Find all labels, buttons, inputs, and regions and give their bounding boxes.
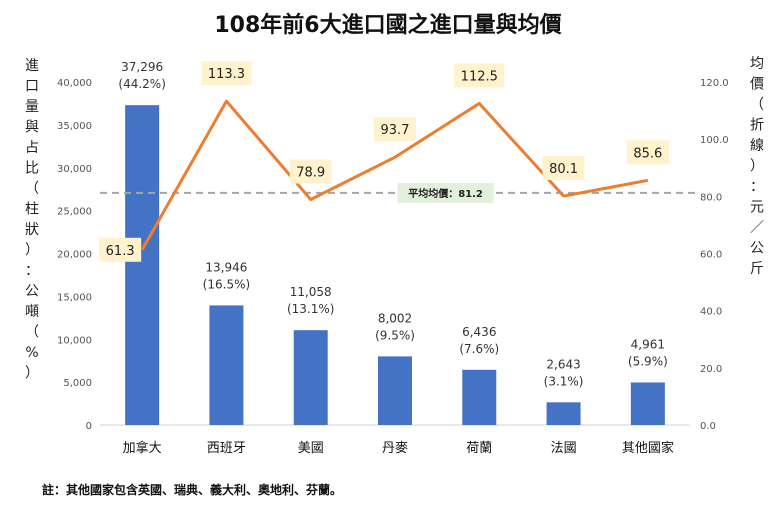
left-tick-label: 10,000 <box>57 335 92 346</box>
bar-value-label: 11,058 <box>290 285 332 299</box>
left-tick-label: 30,000 <box>57 164 92 175</box>
average-line-layer: 平均均價：81.2 <box>100 182 698 203</box>
left-tick-label: 20,000 <box>57 250 92 261</box>
left-tick-label: 15,000 <box>57 292 92 303</box>
category-label: 丹麥 <box>382 440 408 456</box>
bars-layer <box>125 105 665 425</box>
price-label-box <box>201 61 252 86</box>
right-tick-label: 40.0 <box>700 307 722 318</box>
left-tick-label: 5,000 <box>63 378 92 389</box>
right-axis-title: 均價（折線）：元／公斤 <box>750 56 764 277</box>
left-tick-label: 35,000 <box>57 121 92 132</box>
right-tick-label: 60.0 <box>700 250 722 261</box>
bar-share-label: (16.5%) <box>203 277 250 291</box>
price-line <box>140 99 649 251</box>
price-label-box <box>289 159 332 184</box>
footnote: 註：其他國家包含英國、瑞典、義大利、奧地利、芬蘭。 <box>42 482 342 497</box>
right-tick-label: 20.0 <box>700 364 722 375</box>
left-tick-label: 0 <box>86 421 92 432</box>
category-label: 荷蘭 <box>466 440 492 456</box>
bar-value-label: 6,436 <box>462 325 496 339</box>
left-axis-ticks: 0 5,000 10,000 15,000 20,000 25,000 30,000 35,0… <box>57 78 92 432</box>
price-label: 78.9 <box>296 165 325 180</box>
bar-share-label: (7.6%) <box>459 342 499 356</box>
right-axis-ticks: 0.0 20.0 40.0 60.0 80.0 100.0 120.0 <box>700 78 729 432</box>
price-label: 113.3 <box>208 67 245 82</box>
price-label: 80.1 <box>549 162 578 177</box>
right-axis-title-text: 均價（折線）：元／公斤 <box>750 56 764 277</box>
left-axis-title-text: 進口量與占比（柱狀）：公噸（%） <box>25 58 39 382</box>
bar-labels-layer: 37,296 (44.2%) 13,946 (16.5%) 11,058 (13.1%) 8… <box>118 60 667 388</box>
chart-title: 108年前6大進口國之進口量與均價 <box>214 12 562 38</box>
bar <box>546 402 581 425</box>
price-label: 93.7 <box>381 123 410 138</box>
bar-share-label: (13.1%) <box>287 302 334 316</box>
bar-share-label: (3.1%) <box>544 374 584 388</box>
bar <box>209 305 244 425</box>
price-label: 61.3 <box>106 244 135 259</box>
price-label-box <box>454 63 505 88</box>
bar <box>378 356 412 425</box>
price-line-layer <box>140 99 649 251</box>
bar-value-label: 8,002 <box>378 311 412 325</box>
bar-value-label: 37,296 <box>121 60 163 74</box>
bar-share-label: (9.5%) <box>375 328 415 342</box>
price-label-box <box>99 237 142 262</box>
bar-share-label: (5.9%) <box>628 354 668 368</box>
bar-value-label: 2,643 <box>546 357 580 371</box>
bar-value-label: 13,946 <box>205 260 247 274</box>
category-label: 加拿大 <box>123 440 162 456</box>
left-axis-title: 進口量與占比（柱狀）：公噸（%） <box>25 58 39 382</box>
price-label: 85.6 <box>633 146 662 161</box>
right-tick-label: 120.0 <box>700 78 729 89</box>
category-label: 法國 <box>551 441 577 456</box>
price-label: 112.5 <box>461 69 498 84</box>
price-label-box <box>374 117 416 142</box>
bar <box>630 382 665 425</box>
bar <box>293 330 328 425</box>
price-labels-layer: 61.3 113.3 78.9 93.7 112.5 80.1 85.6 <box>99 61 669 262</box>
average-label: 平均均價：81.2 <box>408 187 483 200</box>
category-labels-layer: 加拿大 西班牙 美國 丹麥 荷蘭 法國 其他國家 <box>123 440 674 456</box>
bar-value-label: 4,961 <box>631 337 665 351</box>
category-label: 西班牙 <box>207 441 246 456</box>
right-tick-label: 0.0 <box>700 421 716 432</box>
left-tick-label: 40,000 <box>57 78 92 89</box>
bar-share-label: (44.2%) <box>118 77 165 91</box>
price-label-box <box>542 156 585 181</box>
right-tick-label: 100.0 <box>700 135 729 146</box>
average-label-box <box>397 182 494 203</box>
bar <box>462 369 497 425</box>
price-label-box <box>626 140 669 165</box>
category-label: 美國 <box>298 441 324 456</box>
category-label: 其他國家 <box>622 440 674 456</box>
left-tick-label: 25,000 <box>57 207 92 218</box>
right-tick-label: 80.0 <box>700 192 722 203</box>
bar <box>125 105 160 425</box>
